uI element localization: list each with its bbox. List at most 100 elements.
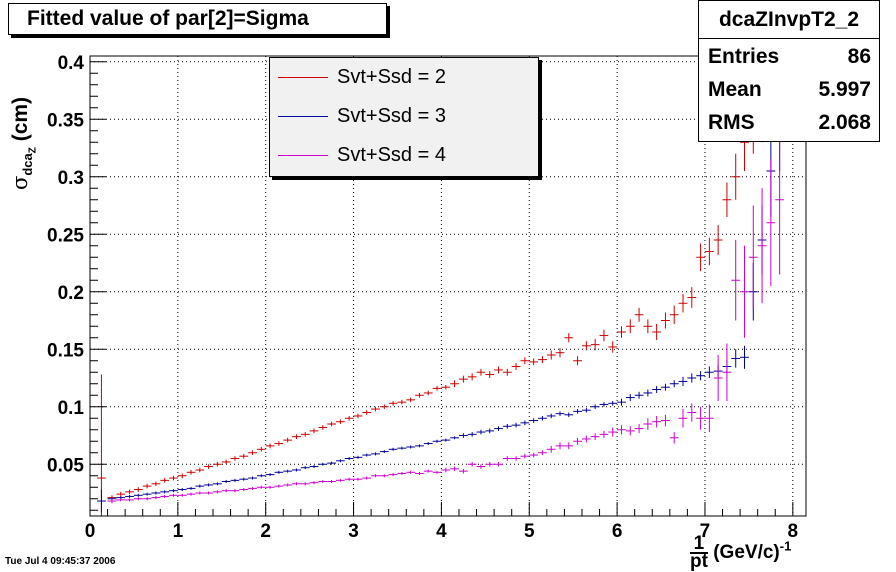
x-tick-label: 4	[436, 521, 447, 542]
data-point	[564, 442, 574, 450]
data-point	[669, 380, 679, 388]
data-point	[353, 477, 363, 481]
data-point	[529, 418, 539, 423]
data-point	[133, 497, 143, 501]
data-point	[177, 488, 187, 492]
y-axis-sigma: σ	[8, 175, 32, 190]
data-point	[177, 493, 187, 497]
data-point	[722, 182, 732, 217]
data-point	[652, 415, 662, 428]
data-point	[406, 397, 416, 403]
data-point	[722, 343, 732, 401]
data-point	[388, 447, 398, 451]
y-tick-label: 0.2	[58, 283, 84, 304]
data-point	[169, 489, 178, 493]
data-point	[652, 386, 662, 393]
data-point	[142, 497, 152, 501]
data-point	[151, 491, 161, 495]
data-point	[538, 415, 547, 421]
data-point	[661, 414, 670, 427]
stats-entries-value: 86	[847, 45, 871, 68]
data-point	[362, 410, 372, 415]
data-point	[335, 459, 345, 463]
data-point	[160, 478, 170, 483]
data-point	[696, 243, 705, 272]
data-point	[423, 390, 433, 396]
data-point	[186, 470, 196, 475]
data-point	[546, 350, 556, 360]
data-point	[502, 368, 512, 376]
data-point	[415, 471, 424, 475]
data-point	[704, 366, 714, 378]
data-point	[344, 457, 354, 460]
data-point	[265, 485, 275, 489]
data-point	[608, 341, 618, 353]
x-tick-label: 7	[700, 521, 711, 542]
data-point	[371, 406, 380, 412]
data-point	[353, 455, 363, 459]
data-point	[248, 486, 257, 490]
data-point	[309, 465, 319, 469]
stats-entries-label: Entries	[708, 45, 780, 68]
y-tick-label: 0.25	[47, 225, 84, 246]
data-point	[432, 386, 442, 391]
data-point	[538, 450, 547, 456]
data-point	[529, 452, 539, 458]
data-point	[757, 188, 767, 304]
data-point	[538, 356, 547, 364]
data-point	[581, 341, 591, 351]
data-point	[555, 348, 565, 358]
stats-row-rms: RMS 2.068	[699, 107, 879, 141]
series-2	[107, 125, 785, 504]
data-point	[590, 338, 600, 351]
data-point	[555, 442, 565, 450]
x-tick-label: 8	[788, 521, 799, 542]
y-tick-label: 0.15	[47, 340, 84, 361]
data-point	[599, 430, 609, 438]
data-point	[239, 453, 249, 459]
x-axis-unit: (GeV/c)	[713, 542, 780, 564]
stats-histogram-name: dcaZInvpT2_2	[699, 1, 879, 39]
data-point	[696, 406, 705, 430]
data-point	[379, 450, 389, 454]
legend-line-s3	[278, 116, 328, 117]
data-point	[634, 424, 644, 434]
data-point	[327, 480, 336, 483]
data-point	[362, 453, 372, 457]
data-point	[265, 443, 275, 449]
data-point	[678, 409, 688, 428]
data-point	[766, 159, 776, 286]
data-point	[555, 411, 565, 416]
data-point	[204, 483, 213, 487]
data-point	[485, 428, 495, 434]
data-point	[204, 464, 213, 469]
data-point	[634, 307, 644, 322]
data-point	[441, 467, 451, 473]
data-point	[450, 380, 459, 388]
data-point	[617, 398, 626, 406]
data-point	[125, 489, 134, 495]
data-point	[256, 474, 266, 478]
data-point	[335, 419, 345, 424]
data-point	[151, 496, 161, 500]
x-axis-numerator: 1	[690, 534, 708, 554]
data-series	[97, 56, 785, 516]
data-point	[458, 468, 468, 474]
data-point	[502, 424, 512, 429]
data-point	[292, 468, 301, 472]
data-point	[775, 125, 785, 275]
legend-entry-s4: Svt+Ssd = 4	[270, 138, 538, 174]
y-tick-label: 0.05	[47, 455, 84, 476]
data-point	[283, 437, 293, 443]
data-point	[379, 474, 389, 478]
legend-entry-s2: Svt+Ssd = 2	[270, 60, 538, 96]
data-point	[704, 404, 714, 433]
data-point	[133, 487, 143, 492]
stats-mean-value: 5.997	[818, 78, 871, 101]
data-point	[195, 484, 205, 488]
data-point	[643, 319, 653, 334]
data-point	[494, 366, 503, 374]
data-point	[511, 422, 521, 428]
data-point	[485, 371, 495, 378]
data-point	[221, 459, 231, 465]
